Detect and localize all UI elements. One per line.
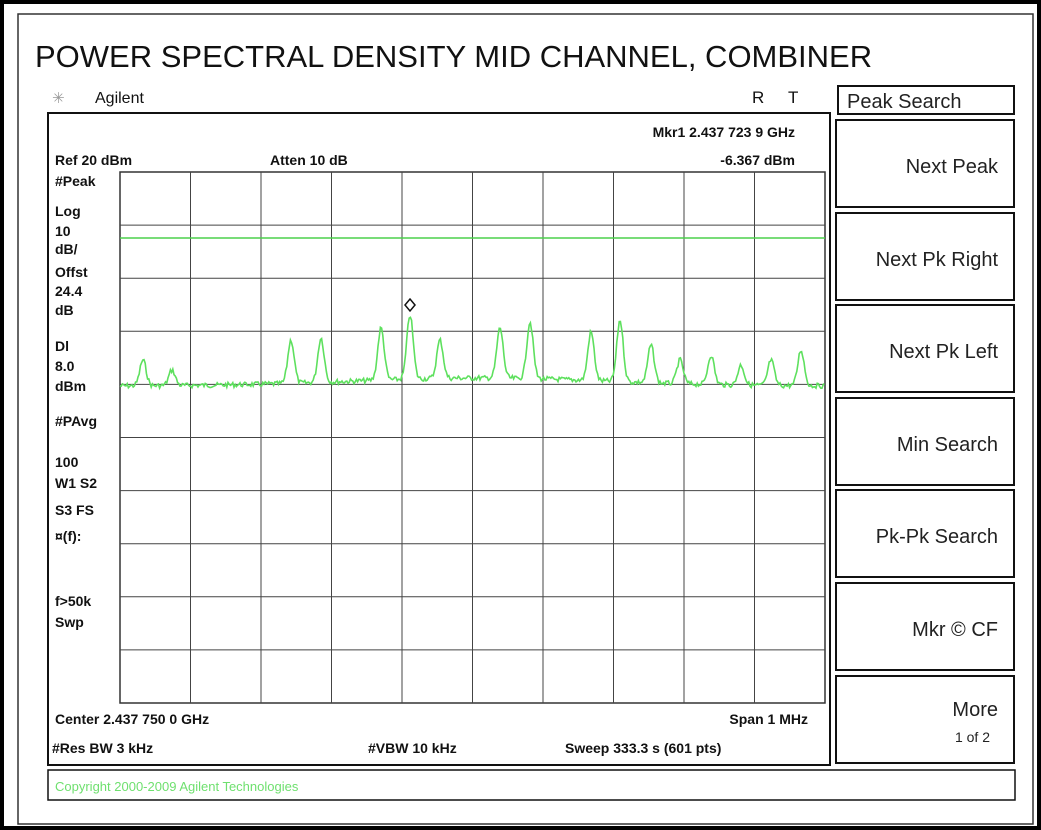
- left-label: S3 FS: [55, 502, 94, 518]
- softkey[interactable]: [835, 304, 1015, 393]
- status-r: R: [752, 88, 764, 107]
- span: Span 1 MHz: [729, 711, 808, 727]
- softkey[interactable]: [835, 489, 1015, 578]
- menu-title-box: [837, 85, 1015, 115]
- left-label: dB/: [55, 241, 78, 257]
- left-label: #Peak: [55, 173, 96, 189]
- softkey[interactable]: [835, 397, 1015, 486]
- ref-level: Ref 20 dBm: [55, 152, 132, 168]
- res-bw: #Res BW 3 kHz: [52, 740, 153, 756]
- left-label: ¤(f):: [55, 528, 81, 544]
- softkey[interactable]: [835, 582, 1015, 671]
- atten: Atten 10 dB: [270, 152, 348, 168]
- marker-diamond: [404, 297, 416, 313]
- brand: Agilent: [95, 90, 144, 107]
- softkey-label: Min Search: [897, 434, 998, 456]
- logo: ✳: [52, 90, 65, 107]
- softkey-label: Next Pk Right: [876, 249, 999, 271]
- softkeys: Next Peak Next Pk Right Next Pk Left Min Se…: [835, 119, 1015, 764]
- menu-title: Peak Search: [847, 91, 962, 113]
- marker-freq: Mkr1 2.437 723 9 GHz: [653, 124, 795, 140]
- softkey-sublabel: 1 of 2: [955, 729, 990, 745]
- softkey-label: Pk-Pk Search: [876, 526, 998, 548]
- left-label: Log: [55, 203, 81, 219]
- softkey-label: Next Peak: [906, 156, 999, 178]
- left-label: W1 S2: [55, 475, 97, 491]
- left-label: dB: [55, 302, 74, 318]
- left-label: #PAvg: [55, 413, 97, 429]
- softkey[interactable]: [835, 675, 1015, 764]
- left-label: dBm: [55, 378, 86, 394]
- softkey[interactable]: [835, 119, 1015, 208]
- softkey[interactable]: [835, 212, 1015, 301]
- left-label: 10: [55, 223, 71, 239]
- softkey-label: Next Pk Left: [889, 341, 998, 363]
- softkey-label: More: [952, 699, 998, 721]
- softkey-label: Mkr © CF: [912, 619, 998, 641]
- left-label: Offst: [55, 264, 88, 280]
- graticule: [119, 171, 826, 704]
- sweep: Sweep 333.3 s (601 pts): [565, 740, 721, 756]
- copyright: Copyright 2000-2009 Agilent Technologies: [55, 779, 299, 794]
- trace: [119, 316, 825, 391]
- frame: [17, 13, 1034, 825]
- status-bar: [47, 769, 1016, 801]
- center-freq: Center 2.437 750 0 GHz: [55, 711, 209, 727]
- left-label: 24.4: [55, 283, 82, 299]
- left-label: Swp: [55, 614, 84, 630]
- left-label: 100: [55, 454, 79, 470]
- left-label: Dl: [55, 338, 69, 354]
- marker-level: -6.367 dBm: [720, 152, 795, 168]
- vbw: #VBW 10 kHz: [368, 740, 457, 756]
- screen: [47, 112, 831, 766]
- left-label: f>50k: [55, 593, 91, 609]
- title: POWER SPECTRAL DENSITY MID CHANNEL, COMB…: [35, 39, 872, 74]
- status-t: T: [788, 88, 798, 107]
- left-label: 8.0: [55, 358, 75, 374]
